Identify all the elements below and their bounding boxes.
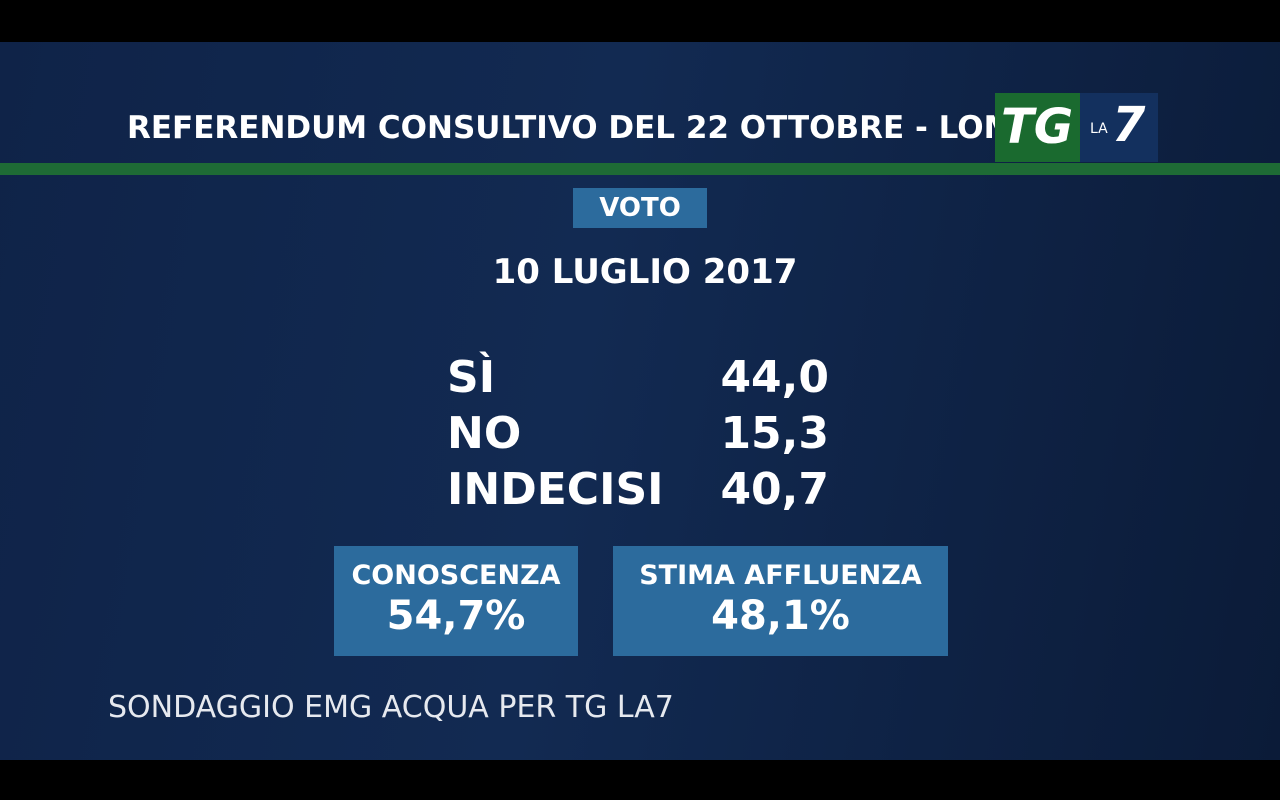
header-title: REFERENDUM CONSULTIVO DEL 22 OTTOBRE - L… <box>127 110 1086 146</box>
result-value: 40,7 <box>720 464 829 515</box>
stat-label: CONOSCENZA <box>351 560 561 591</box>
stat-value: 54,7% <box>386 593 526 639</box>
date: 10 LUGLIO 2017 <box>492 252 798 292</box>
stat-value: 48,1% <box>711 593 850 639</box>
stat-box: CONOSCENZA 54,7% <box>334 546 578 656</box>
result-label: NO <box>447 408 522 459</box>
logo-tg: TG <box>995 93 1080 162</box>
result-value: 15,3 <box>720 408 829 459</box>
stat-label: STIMA AFFLUENZA <box>639 560 922 591</box>
green-rule <box>0 163 1280 175</box>
stat-box: STIMA AFFLUENZA 48,1% <box>613 546 948 656</box>
result-label: SÌ <box>447 352 496 403</box>
result-row: INDECISI 40,7 <box>447 464 829 520</box>
source: SONDAGGIO EMG ACQUA PER TG LA7 <box>108 690 674 725</box>
logo-la7: LA 7 <box>1080 93 1158 162</box>
result-row: NO 15,3 <box>447 408 829 464</box>
badge: VOTO <box>573 188 707 228</box>
result-row: SÌ 44,0 <box>447 352 829 408</box>
result-value: 44,0 <box>720 352 829 403</box>
logo-tg-text: TG <box>1001 99 1074 155</box>
result-label: INDECISI <box>447 464 664 515</box>
logo-seven-text: 7 <box>1112 97 1146 153</box>
logo-la-text: LA <box>1090 121 1108 137</box>
